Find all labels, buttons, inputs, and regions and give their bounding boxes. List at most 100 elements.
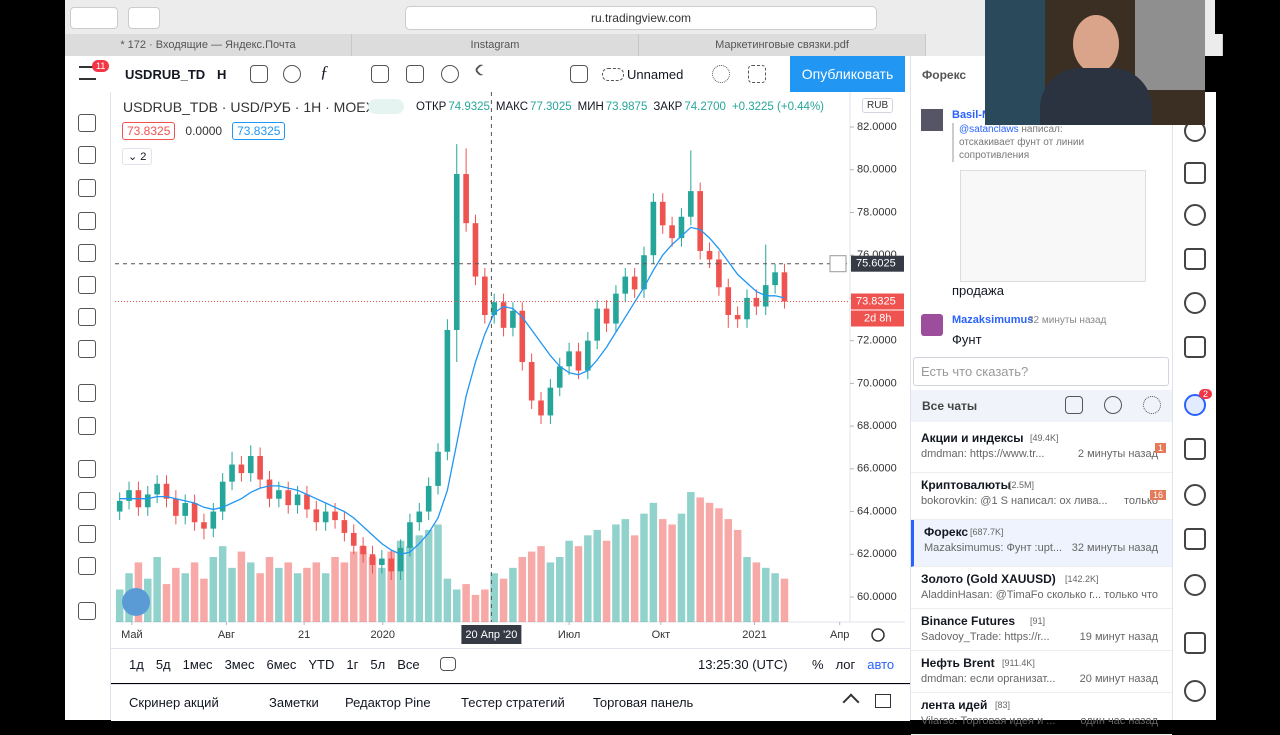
quote-text: написал: отскакивает фунт от линии сопро… xyxy=(959,124,1085,161)
timeframe[interactable]: YTD xyxy=(308,657,335,672)
message-image[interactable] xyxy=(960,170,1146,282)
chat-room[interactable]: Криптовалюты [2.5M] bokorovkin: @1 S напис… xyxy=(911,473,1172,520)
panel-maximize[interactable] xyxy=(875,694,891,708)
ohlc-label: ОТКР xyxy=(416,101,447,113)
templates-icon[interactable] xyxy=(371,65,389,83)
x-tick-label: Авг xyxy=(218,629,235,641)
ohlc-value: 77.3025 xyxy=(530,101,572,113)
compare-icon[interactable] xyxy=(283,65,301,83)
scale-option[interactable]: % xyxy=(812,657,824,672)
tool-icon[interactable] xyxy=(78,179,96,197)
tool-icon[interactable] xyxy=(78,557,96,575)
chart-type-icon[interactable] xyxy=(250,65,268,83)
date-range-icon[interactable] xyxy=(440,657,456,671)
timeframe[interactable]: 1д xyxy=(129,657,144,672)
volume-bar xyxy=(359,546,367,622)
add-chat[interactable] xyxy=(1065,396,1083,414)
browser-tab[interactable]: Instagram xyxy=(352,34,639,56)
tool-icon[interactable] xyxy=(78,417,96,435)
timeframe[interactable]: Все xyxy=(397,657,420,672)
sidebar-icon[interactable] xyxy=(1184,632,1206,654)
tool-icon[interactable] xyxy=(78,308,96,326)
sidebar-icon[interactable] xyxy=(1184,336,1206,358)
volume-bar xyxy=(621,519,630,622)
candle-body xyxy=(650,201,657,256)
chat-room[interactable]: Форекс [687.7K] Mazaksimumus: Фунт :upt...… xyxy=(911,520,1172,567)
symbol[interactable]: USDRUB_TD xyxy=(125,67,206,82)
chat-room[interactable]: Золото (Gold XAUUSD) [142.2K] AladdinHasan… xyxy=(911,567,1172,609)
collapse-button[interactable]: ⌄ 2 xyxy=(122,148,153,165)
chat-input[interactable]: Есть что сказать? xyxy=(913,357,1169,386)
tool-icon[interactable] xyxy=(78,384,96,402)
candle-body xyxy=(229,464,235,482)
volume-bar xyxy=(668,524,676,622)
sidebar-icon[interactable] xyxy=(1184,162,1206,184)
timeframe[interactable]: 5д xyxy=(155,657,171,672)
screen: {"ui": { "browser": {"url": "ru.tradingv… xyxy=(65,0,1223,735)
webcam-window xyxy=(1135,0,1205,90)
chat-settings[interactable] xyxy=(1143,396,1161,414)
quote-author[interactable]: @satanclaws xyxy=(959,124,1019,135)
panel-tab[interactable]: Скринер акций xyxy=(129,695,219,710)
volume-bar xyxy=(687,492,695,622)
back-button[interactable] xyxy=(70,7,118,29)
indicators-icon[interactable]: ƒ xyxy=(320,62,329,81)
tool-icon[interactable] xyxy=(78,114,96,132)
timeframe[interactable]: 5л xyxy=(370,657,386,672)
tool-icon[interactable] xyxy=(78,525,96,543)
tool-icon[interactable] xyxy=(78,602,96,620)
tool-icon[interactable] xyxy=(78,492,96,510)
ohlc-label: МИН xyxy=(577,101,604,113)
chat-room[interactable]: лента идей [83] Vilarso: Торговая идея и .… xyxy=(911,693,1172,735)
tool-icon[interactable] xyxy=(78,212,96,230)
sidebar-icon[interactable] xyxy=(1184,248,1206,270)
currency-label[interactable]: RUB xyxy=(862,98,894,113)
publish-button[interactable]: Опубликовать xyxy=(790,56,905,92)
timeframe[interactable]: 3мес xyxy=(224,657,255,672)
timeframe[interactable]: 1мес xyxy=(182,657,213,672)
scale-option[interactable]: авто xyxy=(867,657,895,672)
replay-icon[interactable] xyxy=(441,65,459,83)
sidebar-icon[interactable] xyxy=(1184,528,1206,550)
alert-icon[interactable] xyxy=(406,65,424,83)
sidebar-icon[interactable] xyxy=(1184,204,1206,226)
tool-icon[interactable] xyxy=(78,244,96,262)
interval[interactable]: Н xyxy=(217,67,227,82)
menu-button[interactable] xyxy=(79,66,96,80)
expand-icon[interactable] xyxy=(748,65,766,83)
browser-tab[interactable]: * 172 · Входящие — Яндекс.Почта xyxy=(65,34,352,56)
message-author[interactable]: Mazaksimumus xyxy=(952,314,1034,326)
fullscreen-icon[interactable] xyxy=(570,65,588,83)
panel-collapse[interactable] xyxy=(842,693,860,711)
address-bar[interactable]: ru.tradingview.com xyxy=(405,6,877,30)
search-chat[interactable] xyxy=(1104,396,1122,414)
chat-room[interactable]: Binance Futures [91] Sadovoy_Trade: https:… xyxy=(911,609,1172,651)
tool-icon[interactable] xyxy=(78,460,96,478)
candle-body xyxy=(631,276,638,290)
panel-tab[interactable]: Редактор Pine xyxy=(345,695,431,710)
panel-tab[interactable]: Тестер стратегий xyxy=(461,695,565,710)
scale-option[interactable]: лог xyxy=(835,657,856,672)
timeframe[interactable]: 1г xyxy=(346,657,359,672)
message-author[interactable]: Basil-M xyxy=(952,109,992,121)
sidebar-icon[interactable] xyxy=(1184,574,1206,596)
panel-tab[interactable]: Заметки xyxy=(269,695,319,710)
sidebar-icon[interactable] xyxy=(1184,484,1206,506)
volume-bar xyxy=(434,524,442,622)
chart: 60.0000 62.0000 64.0000 66.0000 68.0000 70.00… xyxy=(115,92,905,644)
timeframe[interactable]: 6мес xyxy=(266,657,297,672)
settings-icon[interactable] xyxy=(712,65,730,83)
chat-room[interactable]: Нефть Brent [911.4K] dmdman: если организа… xyxy=(911,651,1172,693)
layout-name[interactable]: Unnamed xyxy=(627,67,684,82)
browser-tab[interactable]: Маркетинговые связки.pdf xyxy=(639,34,926,56)
sidebar-icon[interactable] xyxy=(1184,394,1206,416)
sidebar-icon[interactable] xyxy=(1184,292,1206,314)
tool-icon[interactable] xyxy=(78,340,96,358)
panel-tab[interactable]: Торговая панель xyxy=(593,695,694,710)
sidebar-icon[interactable] xyxy=(1184,680,1206,702)
tool-icon[interactable] xyxy=(78,146,96,164)
sidebar-icon[interactable] xyxy=(1184,438,1206,460)
tool-icon[interactable] xyxy=(78,276,96,294)
chat-room[interactable]: Акции и индексы [49.4K] dmdman: https://ww… xyxy=(911,426,1172,473)
sidebar-button[interactable] xyxy=(128,7,160,29)
